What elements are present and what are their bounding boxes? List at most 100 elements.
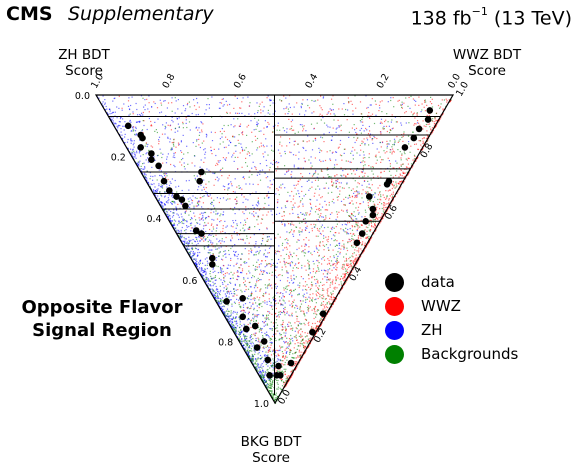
mc-point [283,108,285,110]
mc-point [232,316,234,318]
mc-point [236,278,238,280]
mc-point [377,194,380,196]
mc-point [375,211,377,213]
mc-point [333,166,336,168]
mc-point [388,125,390,127]
mc-point [232,328,234,330]
mc-point [369,187,371,189]
mc-point [243,230,245,232]
mc-point [144,166,146,168]
mc-point [198,138,200,140]
mc-point [242,201,244,204]
mc-point [244,290,246,292]
mc-point [270,183,272,186]
mc-point [227,297,229,299]
mc-point [289,349,291,352]
mc-point [381,159,383,161]
mc-point [419,152,421,154]
mc-point [259,327,262,329]
mc-point [151,125,153,127]
mc-point [266,263,268,265]
mc-point [203,271,205,273]
mc-point [428,123,431,125]
mc-point [219,138,221,140]
mc-point [380,121,382,123]
mc-point [212,292,214,294]
mc-point [383,125,385,128]
mc-point [311,175,314,177]
mc-point [236,97,238,99]
mc-point [163,100,165,102]
mc-point [298,286,300,289]
mc-point [298,321,300,323]
mc-point [429,116,432,118]
mc-point [290,289,292,291]
mc-point [260,364,262,366]
mc-point [278,339,280,341]
mc-point [434,126,436,128]
mc-point [358,193,360,195]
mc-point [242,330,244,332]
mc-point [304,342,306,344]
mc-point [225,315,227,317]
mc-point [161,176,163,178]
mc-point [288,314,290,316]
mc-point [263,133,265,135]
mc-point [287,375,289,377]
mc-point [102,105,104,107]
mc-point [262,369,264,371]
mc-point [397,141,399,143]
mc-point [343,198,345,200]
mc-point [347,228,349,231]
mc-point [305,301,307,303]
mc-point [131,152,133,154]
mc-point [330,292,332,294]
mc-point [375,217,377,219]
mc-point [414,123,416,125]
mc-point [323,133,325,135]
mc-point [304,214,306,216]
mc-point [274,110,276,112]
mc-point [284,358,286,360]
mc-point [331,212,333,214]
zh-axis-title: ZH BDT Score [58,47,110,79]
mc-point [326,281,328,283]
mc-point [212,271,214,273]
mc-point [276,188,278,190]
mc-point [154,121,156,123]
mc-point [362,121,364,123]
mc-point [353,170,355,172]
mc-point [323,259,326,261]
mc-point [333,267,335,269]
mc-point [266,285,269,287]
mc-point [218,300,220,302]
mc-point [318,321,321,323]
mc-point [304,248,306,251]
mc-point [248,295,250,297]
mc-point [246,273,248,275]
mc-point [213,184,215,186]
mc-point [346,268,348,270]
mc-point [134,156,136,158]
mc-point [280,359,282,361]
mc-point [171,102,173,104]
mc-point [246,165,248,167]
mc-point [270,99,272,101]
mc-point [361,142,363,145]
mc-point [181,112,183,114]
mc-point [291,223,293,225]
mc-point [275,193,277,195]
mc-point [173,164,175,166]
mc-point [194,247,197,249]
mc-point [231,303,233,305]
mc-point [296,339,298,341]
mc-point [209,288,211,290]
mc-point [357,260,359,262]
mc-point [274,250,276,252]
mc-point [386,130,388,133]
mc-point [160,202,163,204]
mc-point [182,105,185,107]
mc-point [391,187,393,190]
mc-point [150,120,152,123]
mc-point [349,270,351,272]
